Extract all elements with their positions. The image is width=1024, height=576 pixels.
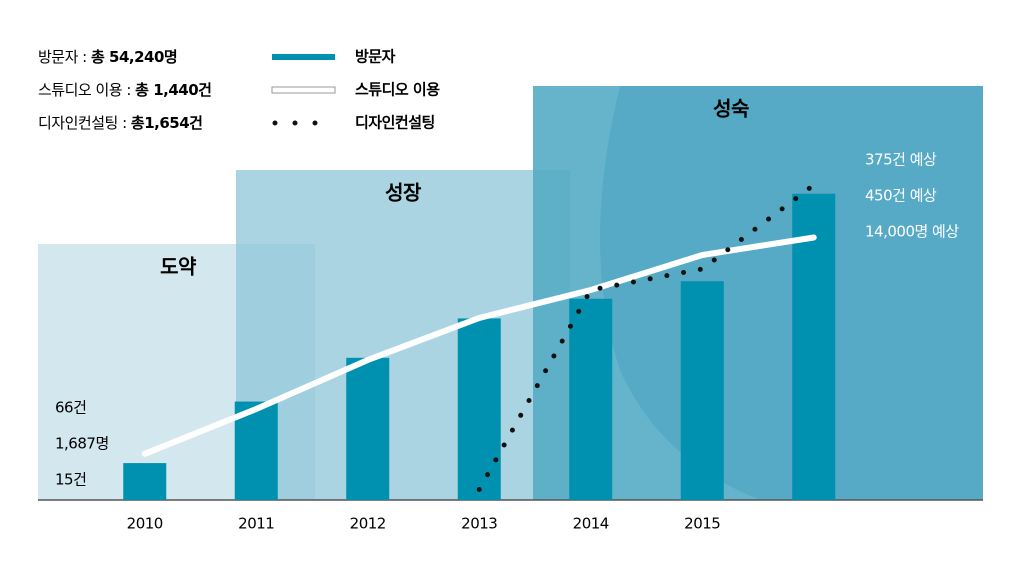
bar — [457, 318, 501, 500]
summary-value: 총 54,240명 — [91, 48, 177, 66]
start-label: 66건 — [55, 399, 86, 417]
legend-label: 방문자 — [355, 48, 396, 66]
summary-text: 스튜디오 이용 : 총 1,440건 — [38, 81, 211, 99]
legend-swatch — [271, 86, 336, 94]
bar — [792, 193, 836, 500]
summary-text: 디자인컨설팅 : 총1,654건 — [38, 114, 202, 132]
end-label: 375건 예상 — [865, 151, 937, 169]
summary-value: 총1,654건 — [131, 114, 203, 132]
end-label: 450건 예상 — [865, 187, 937, 205]
bar — [346, 357, 390, 500]
phase-label: 도약 — [160, 255, 197, 279]
bar — [680, 281, 724, 500]
summary-value: 총 1,440건 — [135, 81, 211, 99]
start-label: 1,687명 — [55, 435, 109, 453]
line — [141, 234, 817, 457]
x-tick-label: 2015 — [684, 515, 720, 533]
x-tick-label: 2010 — [127, 515, 163, 533]
phase-label: 성숙 — [713, 97, 749, 121]
summary-label: 방문자 : — [38, 48, 91, 66]
x-tick-label: 2014 — [573, 515, 609, 533]
summary-label: 디자인컨설팅 : — [38, 114, 131, 132]
end-label: 14,000명 예상 — [865, 223, 959, 241]
phase-area — [236, 170, 570, 500]
x-tick-label: 2011 — [238, 515, 274, 533]
legend-label: 디자인컨설팅 — [355, 114, 435, 132]
phase-label: 성장 — [385, 181, 422, 205]
x-tick-label: 2012 — [350, 515, 386, 533]
bar — [569, 298, 613, 500]
summary-text: 방문자 : 총 54,240명 — [38, 48, 177, 66]
start-label: 15건 — [55, 471, 86, 489]
bar — [123, 463, 167, 500]
legend-label: 스튜디오 이용 — [355, 81, 440, 99]
x-tick-label: 2013 — [461, 515, 497, 533]
summary-label: 스튜디오 이용 : — [38, 81, 135, 99]
